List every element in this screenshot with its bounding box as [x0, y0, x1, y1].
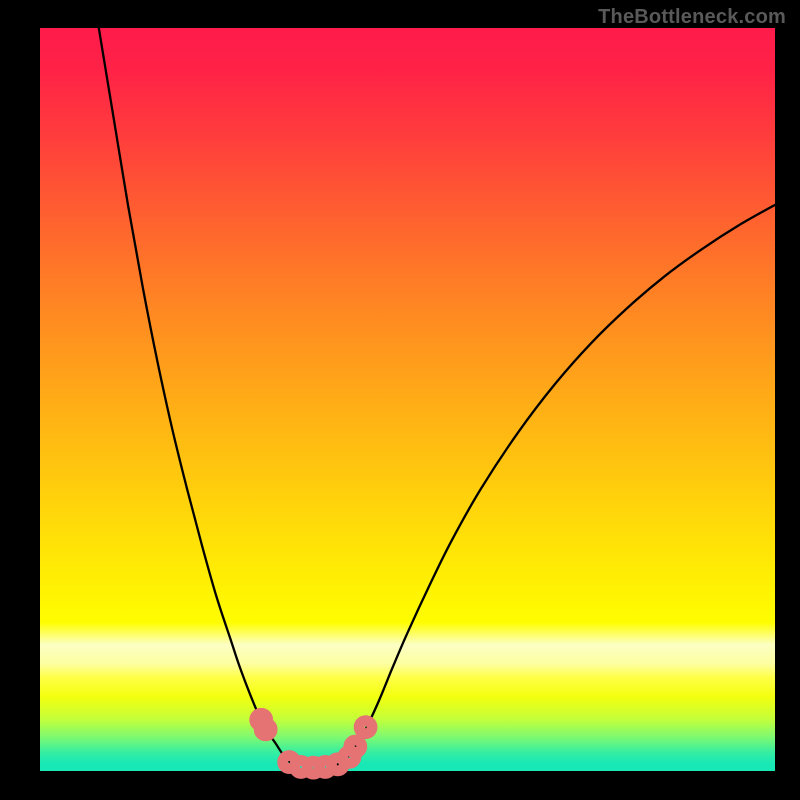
- chart-svg: [0, 0, 800, 800]
- plot-background: [40, 28, 775, 771]
- watermark-label: TheBottleneck.com: [598, 6, 786, 29]
- data-marker: [360, 722, 371, 733]
- data-marker: [350, 741, 361, 752]
- stage: TheBottleneck.com: [0, 0, 800, 800]
- data-marker: [260, 724, 271, 735]
